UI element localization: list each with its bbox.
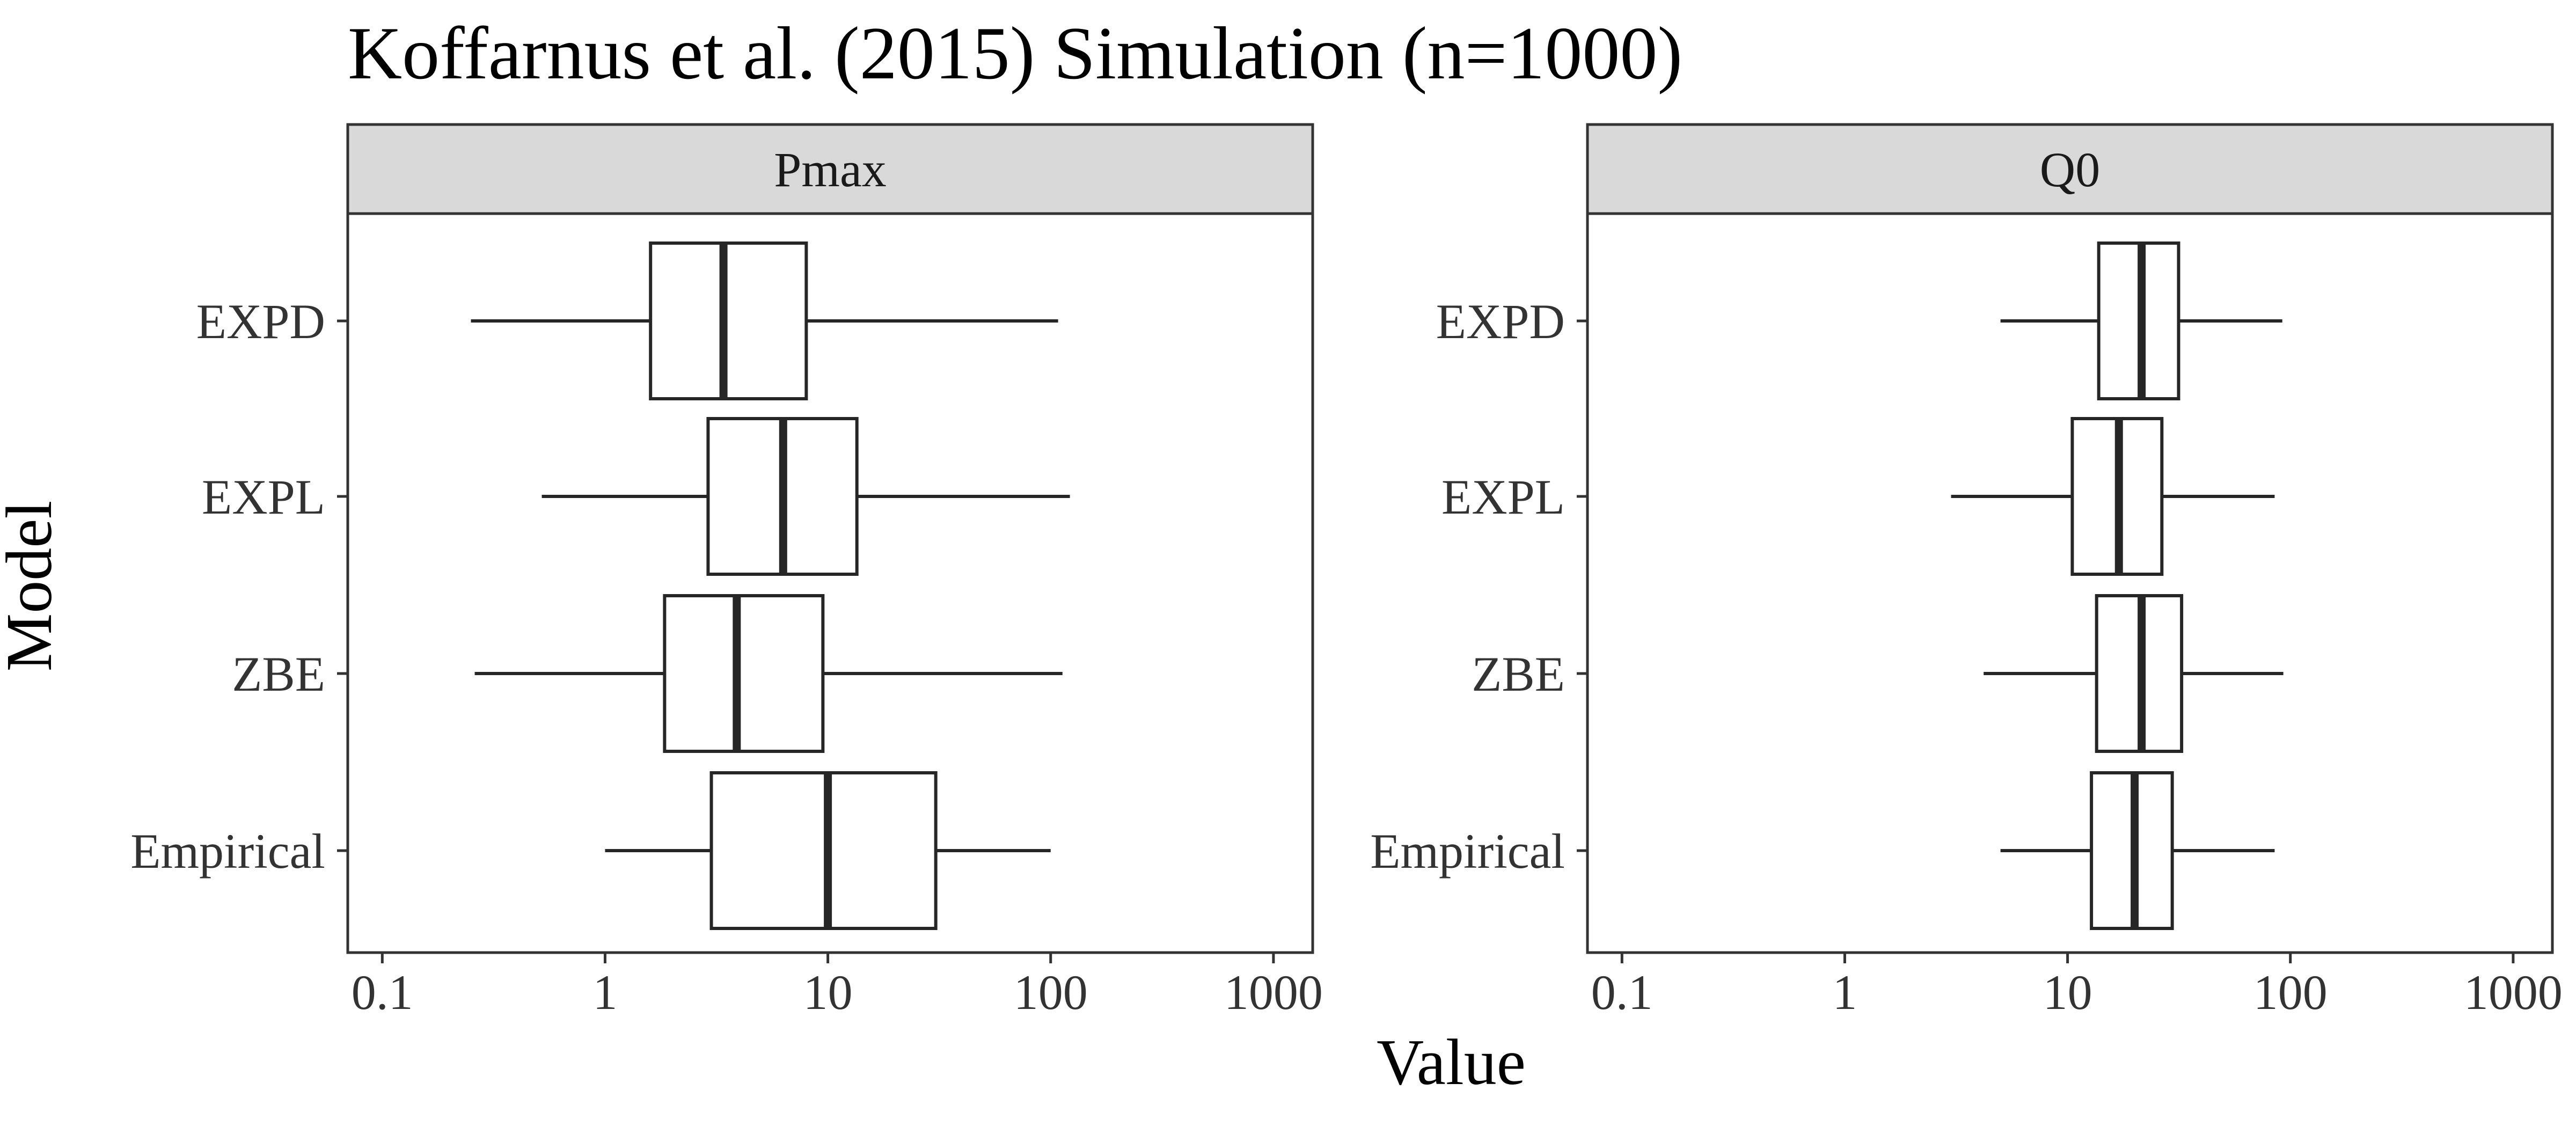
y-tick-label: Empirical bbox=[130, 824, 325, 879]
box-iqr bbox=[709, 771, 938, 930]
box-zbe bbox=[474, 594, 1063, 753]
x-tick-label: 10 bbox=[803, 965, 853, 1020]
box-expl bbox=[1951, 417, 2275, 576]
box-iqr bbox=[663, 594, 825, 753]
x-tick-label: 100 bbox=[1014, 965, 1088, 1020]
panel-border bbox=[1586, 212, 2554, 954]
x-tick-label: 1 bbox=[592, 965, 617, 1020]
x-tick-label: 0.1 bbox=[1591, 965, 1653, 1020]
y-tick-label: ZBE bbox=[232, 647, 325, 701]
box-expd bbox=[2000, 241, 2282, 400]
panel-q0: Q0 0.1 1 10 100 1000 EXPD EXPL ZBE Empirical bbox=[1370, 123, 2563, 1020]
box-empirical bbox=[605, 771, 1051, 930]
facet-panels: Pmax 0.1 1 10 100 1000 EXPD EXPL ZBE Empirical Q0 0… bbox=[130, 123, 2563, 1020]
x-axis-title: Value bbox=[1377, 1026, 1526, 1099]
box-empirical bbox=[2000, 771, 2275, 930]
box-expl bbox=[541, 417, 1070, 576]
y-tick-label: EXPL bbox=[202, 470, 325, 524]
y-tick-label: EXPD bbox=[1436, 294, 1565, 349]
facet-strip-label: Q0 bbox=[2040, 142, 2100, 197]
facet-strip bbox=[1586, 123, 2554, 215]
panel-pmax: Pmax 0.1 1 10 100 1000 EXPD EXPL ZBE Empirical bbox=[130, 123, 1323, 1020]
x-tick-label: 10 bbox=[2043, 965, 2092, 1020]
facet-strip bbox=[346, 123, 1314, 215]
facet-strip-label: Pmax bbox=[774, 142, 887, 197]
x-tick-label: 1000 bbox=[2464, 965, 2563, 1020]
x-tick-label: 0.1 bbox=[352, 965, 413, 1020]
box-expd bbox=[471, 241, 1058, 400]
y-tick-label: Empirical bbox=[1370, 824, 1565, 879]
chart-title: Koffarnus et al. (2015) Simulation (n=10… bbox=[348, 12, 1682, 95]
box-iqr bbox=[649, 241, 808, 400]
x-tick-label: 1000 bbox=[1224, 965, 1323, 1020]
y-tick-label: EXPL bbox=[1441, 470, 1565, 524]
y-tick-label: ZBE bbox=[1472, 647, 1565, 701]
box-zbe bbox=[1984, 594, 2284, 753]
x-tick-label: 1 bbox=[1832, 965, 1857, 1020]
x-tick-label: 100 bbox=[2253, 965, 2328, 1020]
y-tick-label: EXPD bbox=[196, 294, 325, 349]
y-axis-title: Model bbox=[0, 501, 65, 672]
